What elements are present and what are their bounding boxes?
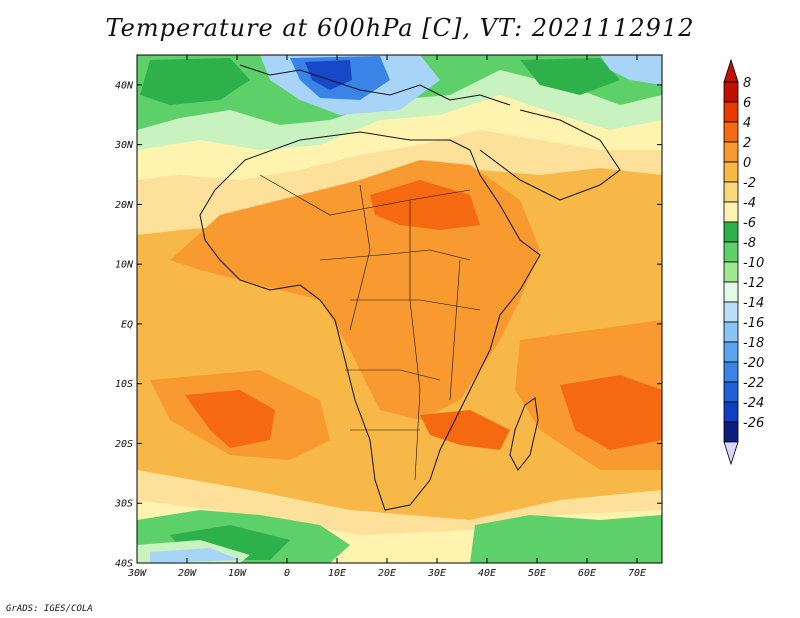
lon-label: 30W bbox=[127, 568, 147, 579]
madagascar-coastline bbox=[509, 397, 539, 471]
colorbar-segment bbox=[723, 201, 739, 223]
latitude-axis: 40N 30N 20N 10N EQ 10S 20S 30S 40S bbox=[114, 80, 662, 570]
field-indian-hot bbox=[560, 375, 662, 450]
colorbar-label: 0 bbox=[743, 156, 751, 171]
field-north-darkgreen-2 bbox=[520, 58, 620, 95]
field-south-lightblue bbox=[150, 548, 240, 563]
temperature-field bbox=[137, 55, 662, 563]
colorbar-label: -24 bbox=[743, 396, 764, 411]
colorbar-label: -8 bbox=[743, 236, 756, 251]
colorbar-label: -14 bbox=[743, 296, 764, 311]
grads-credit: GrADS: IGES/COLA bbox=[6, 604, 93, 614]
colorbar-segment bbox=[723, 421, 739, 443]
lat-label: 30N bbox=[114, 140, 134, 151]
colorbar-segment bbox=[723, 261, 739, 283]
field-north-darkgreen bbox=[140, 58, 250, 105]
colorbar-segment bbox=[723, 321, 739, 343]
colorbar-label: -4 bbox=[743, 196, 756, 211]
map-title: Temperature at 600hPa [C], VT: 202111291… bbox=[105, 14, 695, 42]
colorbar-segment bbox=[723, 361, 739, 383]
lon-label: 50E bbox=[528, 568, 546, 579]
lon-label: 40E bbox=[478, 568, 496, 579]
colorbar-label: -2 bbox=[743, 176, 756, 191]
colorbar-bottom-arrow bbox=[723, 441, 739, 466]
lon-label: 10W bbox=[228, 568, 247, 579]
colorbar-segment bbox=[723, 161, 739, 183]
lat-label: 10N bbox=[115, 260, 134, 271]
colorbar-segment bbox=[723, 381, 739, 403]
colorbar-segment bbox=[723, 121, 739, 143]
colorbar-segment bbox=[723, 101, 739, 123]
africa-coastline bbox=[199, 131, 541, 511]
colorbar-label: -16 bbox=[743, 316, 764, 331]
colorbar-label: 2 bbox=[743, 136, 751, 151]
lon-label: 30E bbox=[427, 568, 446, 579]
arabia-coastline bbox=[479, 109, 621, 201]
colorbar-segment bbox=[723, 301, 739, 323]
colorbar-label: 6 bbox=[743, 96, 751, 111]
coastlines bbox=[199, 64, 621, 511]
colorbar-label: -26 bbox=[743, 416, 764, 431]
colorbar-segment bbox=[723, 281, 739, 303]
lon-label: 60E bbox=[578, 568, 596, 579]
lat-label: 20N bbox=[115, 200, 134, 211]
colorbar-label: -20 bbox=[743, 356, 764, 371]
plot-frame bbox=[136, 54, 663, 564]
colorbar: 8 6 4 2 0 -2 -4 -6 -8 -10 -12 -14 -16 -18 -20 -22 -24 -26 bbox=[723, 58, 764, 466]
lat-label: 20S bbox=[115, 439, 133, 450]
colorbar-top-arrow bbox=[723, 58, 739, 83]
lat-label: 40S bbox=[115, 559, 133, 570]
colorbar-label: -22 bbox=[743, 376, 764, 391]
lat-label: 10S bbox=[115, 379, 133, 390]
field-north-blue-dark bbox=[305, 60, 352, 90]
colorbar-label: -18 bbox=[743, 336, 764, 351]
colorbar-segment bbox=[723, 81, 739, 103]
country-borders bbox=[259, 174, 481, 481]
colorbar-label: -12 bbox=[743, 276, 764, 291]
colorbar-label: 8 bbox=[743, 76, 751, 91]
colorbar-segment bbox=[723, 181, 739, 203]
lat-label: 40N bbox=[115, 80, 134, 91]
longitude-axis: 30W 20W 10W 0 10E 20E 30E 40E 50E 60E 70E bbox=[127, 55, 646, 579]
lon-label: 0 bbox=[284, 568, 290, 579]
field-hot-south bbox=[420, 410, 510, 450]
colorbar-label: 4 bbox=[743, 116, 751, 131]
lon-label: 20W bbox=[178, 568, 197, 579]
field-atlantic-hot bbox=[185, 390, 275, 448]
colorbar-label: -10 bbox=[743, 256, 764, 271]
lat-label: EQ bbox=[121, 319, 133, 330]
europe-coastline bbox=[239, 64, 511, 106]
colorbar-label: -6 bbox=[743, 216, 756, 231]
colorbar-segment bbox=[723, 341, 739, 363]
colorbar-segment bbox=[723, 401, 739, 423]
field-south-green-east bbox=[470, 515, 662, 563]
lon-label: 20E bbox=[378, 568, 396, 579]
colorbar-segment bbox=[723, 241, 739, 263]
field-ne-lightblue bbox=[600, 55, 662, 85]
field-sahara-hot bbox=[370, 180, 480, 230]
lon-label: 70E bbox=[628, 568, 646, 579]
lat-label: 30S bbox=[114, 499, 133, 510]
lon-label: 10E bbox=[328, 568, 346, 579]
colorbar-segment bbox=[723, 141, 739, 163]
colorbar-segment bbox=[723, 221, 739, 243]
